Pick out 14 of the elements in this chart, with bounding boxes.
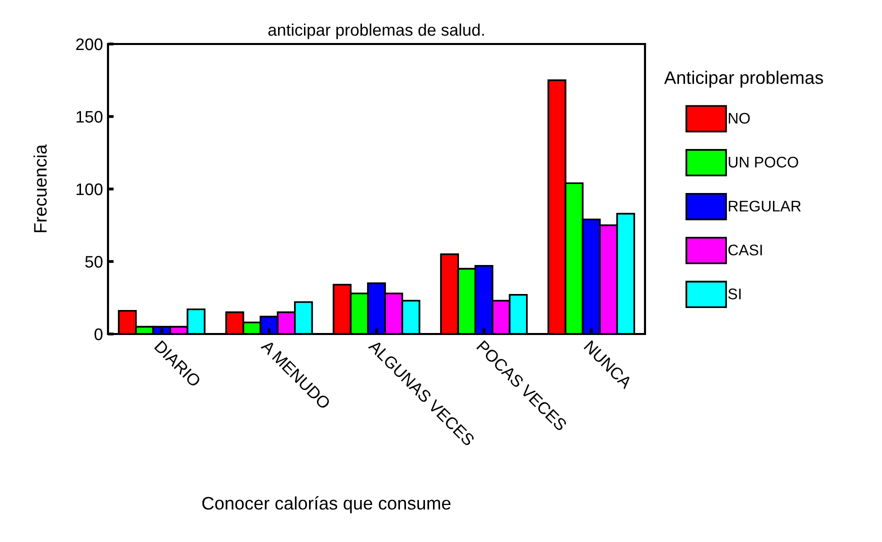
- y-tick-label: 150: [76, 110, 102, 123]
- legend-label: UN POCO: [728, 156, 798, 168]
- x-axis-title: Conocer calorías que consume: [202, 496, 450, 514]
- y-tick-label: 100: [76, 183, 102, 196]
- y-tick-label: 50: [85, 256, 102, 268]
- legend-label: NO: [728, 112, 750, 124]
- y-axis-title: Frecuencia: [34, 144, 47, 232]
- y-tick-label: 200: [76, 38, 102, 50]
- legend-label: REGULAR: [728, 200, 801, 212]
- legend-title: Anticipar problemas: [664, 70, 824, 88]
- y-tick-label: 0: [94, 328, 102, 340]
- legend-label: SI: [728, 288, 741, 300]
- chart-title: anticipar problemas de salud.: [268, 24, 484, 40]
- legend-label: CASI: [728, 244, 762, 256]
